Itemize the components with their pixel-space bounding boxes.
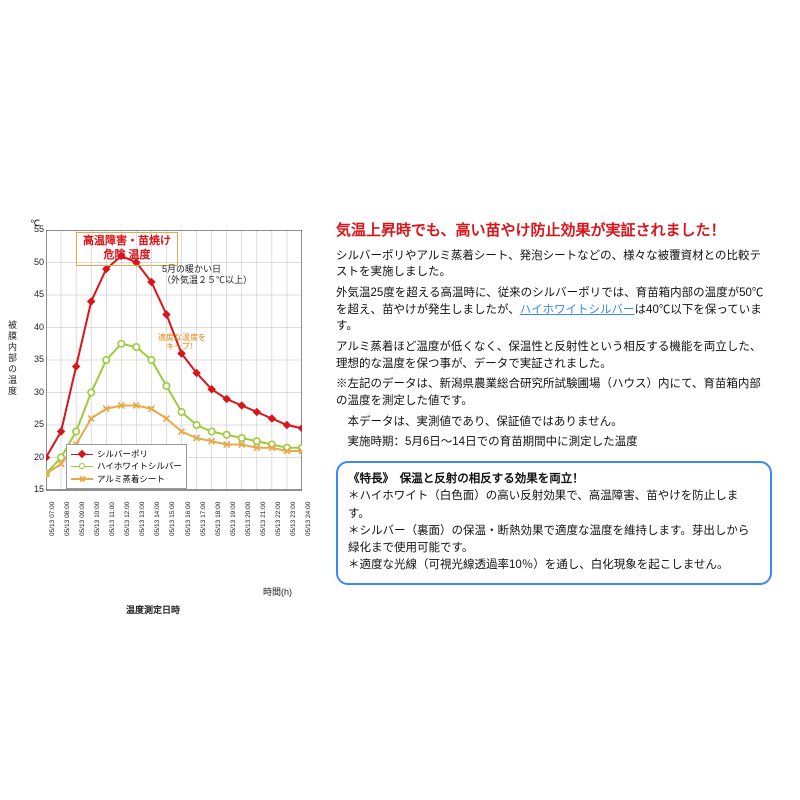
legend-row: アルミ蒸着シート	[71, 473, 182, 485]
y-axis-label: 被膜内部の温度	[6, 320, 19, 397]
note-1: ※左記のデータは、新潟県農業総合研究所試験圃場（ハウス）内にて、育苗箱内部の温度…	[336, 376, 772, 409]
legend-label: アルミ蒸着シート	[97, 473, 165, 485]
x-tick: 05/13 14:00	[154, 502, 161, 536]
feature-bullet-3: ＊適度な光線（可視光線透過率10％）を通し、白化現象を起こしません。	[348, 557, 760, 574]
y-tick: 40	[28, 322, 44, 332]
y-tick: 50	[28, 257, 44, 267]
y-tick: 20	[28, 452, 44, 462]
paragraph-2: 外気温25度を超える高温時に、従来のシルバーポリでは、育苗箱内部の温度が50℃を…	[336, 285, 772, 335]
x-axis-label-right: 時間(h)	[263, 585, 292, 598]
x-tick: 05/13 19:00	[230, 502, 237, 536]
legend-label: ハイホワイトシルバー	[97, 460, 182, 472]
x-tick: 05/13 18:00	[215, 502, 222, 536]
note-3: 実施時期：5月6日〜14日での育苗期間中に測定した温度	[336, 434, 772, 451]
y-tick: 35	[28, 354, 44, 364]
x-tick: 05/13 16:00	[185, 502, 192, 536]
x-tick: 05/13 07:00	[49, 502, 56, 536]
y-tick: 55	[28, 224, 44, 234]
temperature-chart: 被膜内部の温度 ℃ 152025303540455055 05/13 07:00…	[28, 220, 328, 580]
x-tick: 05/13 17:00	[200, 502, 207, 536]
x-tick: 05/13 08:00	[64, 502, 71, 536]
legend-label: シルバーポリ	[97, 448, 148, 460]
note-2: 本データは、実測値であり、保証値ではありません。	[336, 414, 772, 431]
x-tick: 05/13 12:00	[124, 502, 131, 536]
x-tick: 05/13 23:00	[290, 502, 297, 536]
feature-bullet-1: ＊ハイホワイト（白色面）の高い反射効果で、高温障害、苗やけを防止します。	[348, 488, 760, 523]
legend-row: ハイホワイトシルバー	[71, 460, 182, 472]
x-tick: 05/13 20:00	[245, 502, 252, 536]
feature-box: 《特長》 保温と反射の相反する効果を両立！ ＊ハイホワイト（白色面）の高い反射効…	[336, 461, 772, 585]
paragraph-1: シルバーポリやアルミ蒸着シート、発泡シートなどの、様々な被覆資材との比較テストを…	[336, 248, 772, 281]
chart-keep-annotation: 適度な温度をキープ！	[158, 334, 206, 352]
headline: 気温上昇時でも、高い苗やけ防止効果が実証されました！	[336, 220, 772, 242]
description-column: 気温上昇時でも、高い苗やけ防止効果が実証されました！ シルバーポリやアルミ蒸着シ…	[328, 220, 772, 580]
y-tick: 15	[28, 484, 44, 494]
y-tick: 25	[28, 419, 44, 429]
feature-title: 《特長》 保温と反射の相反する効果を両立！	[348, 471, 760, 488]
x-tick: 05/13 10:00	[94, 502, 101, 536]
x-tick: 05/13 09:00	[79, 502, 86, 536]
chart-danger-annotation: 高温障害・苗焼け 危険 温度	[76, 232, 178, 266]
chart-legend: シルバーポリハイホワイトシルバーアルミ蒸着シート	[66, 444, 187, 489]
annotation-line1: 高温障害・苗焼け	[83, 235, 171, 249]
product-name-highlight: ハイホワイトシルバー	[520, 304, 635, 316]
x-tick: 05/13 13:00	[139, 502, 146, 536]
x-tick: 05/13 24:00	[305, 502, 312, 536]
y-tick: 30	[28, 387, 44, 397]
x-tick: 05/13 21:00	[260, 502, 267, 536]
y-tick: 45	[28, 289, 44, 299]
feature-bullet-2: ＊シルバー（裏面）の保温・断熱効果で適度な温度を維持します。芽出しから緑化まで使…	[348, 523, 760, 558]
x-tick: 05/13 15:00	[169, 502, 176, 536]
annotation-line2: 危険 温度	[83, 249, 171, 263]
x-axis-label-bottom: 温度測定日時	[126, 603, 180, 616]
paragraph-3: アルミ蒸着ほど温度が低くなく、保温性と反射性という相反する機能を両立した、理想的…	[336, 339, 772, 372]
x-tick: 05/13 11:00	[109, 502, 116, 536]
x-tick: 05/13 22:00	[275, 502, 282, 536]
legend-row: シルバーポリ	[71, 448, 182, 460]
chart-condition-annotation: 5月の暖かい日（外気温２５℃以上）	[162, 264, 252, 286]
